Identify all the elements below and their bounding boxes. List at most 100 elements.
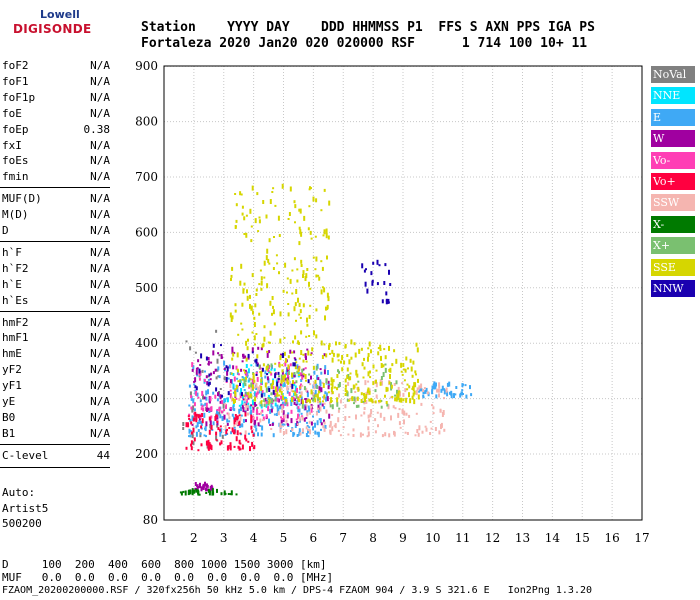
echo-mark-e <box>284 372 287 375</box>
echo-mark-e <box>197 429 200 432</box>
param-name: foF1 <box>2 74 29 88</box>
echo-mark-sse <box>385 386 388 392</box>
echo-mark-sse <box>287 218 290 220</box>
echo-mark-e <box>261 425 264 431</box>
echo-mark-e <box>219 414 222 419</box>
echo-mark-sse <box>405 356 408 361</box>
echo-mark-ssw <box>377 424 379 428</box>
echo-mark-e <box>312 384 315 389</box>
echo-mark-e <box>435 394 438 399</box>
echo-mark-sse <box>240 263 243 269</box>
echo-mark-ssw <box>354 391 357 393</box>
x-tick-label: 15 <box>575 531 590 545</box>
echo-mark-e <box>261 414 264 417</box>
echo-mark-sse <box>374 400 377 404</box>
echo-mark-sse <box>276 391 279 397</box>
echo-mark-sse <box>371 399 374 404</box>
echo-mark-e <box>271 406 274 410</box>
echo-mark-sse <box>299 386 302 389</box>
echo-mark-sse <box>260 276 263 281</box>
echo-mark-sse <box>232 352 235 357</box>
echo-mark-ssw <box>297 423 299 426</box>
echo-mark-vo <box>216 409 219 411</box>
param-name: hmF1 <box>2 331 29 345</box>
echo-mark-sse <box>308 335 311 337</box>
echo-mark-x <box>337 383 340 388</box>
legend-item-x: X- <box>651 215 695 233</box>
echo-mark-e <box>278 405 281 409</box>
echo-mark-w <box>323 353 326 357</box>
echo-mark-vo <box>208 429 211 435</box>
echo-mark-ssw <box>348 416 351 418</box>
echo-mark-vo <box>192 427 195 433</box>
echo-mark-e <box>434 384 437 389</box>
echo-mark-vo <box>210 415 213 419</box>
echo-mark-vo <box>209 409 212 411</box>
echo-mark-w <box>305 398 308 401</box>
echo-mark-vo <box>210 406 213 412</box>
echo-mark-sse <box>245 214 248 217</box>
echo-mark-w <box>209 378 212 381</box>
echo-mark-ssw <box>381 380 383 386</box>
echo-mark-vo <box>203 379 206 382</box>
echo-mark-ssw <box>280 385 283 391</box>
echo-mark-ssw <box>300 391 303 396</box>
echo-mark-ssw <box>302 428 304 433</box>
echo-mark-vo <box>250 414 253 420</box>
echo-mark-e <box>196 392 199 397</box>
x-tick-label: 14 <box>545 531 561 545</box>
echo-mark-sse <box>234 193 237 195</box>
echo-mark-vo <box>194 411 197 417</box>
echo-mark-e <box>298 431 301 436</box>
echo-mark-sse <box>344 393 347 396</box>
echo-mark-e <box>325 396 327 402</box>
echo-mark-nnw <box>376 282 379 286</box>
echo-mark-x <box>271 398 274 404</box>
echo-mark-sse <box>286 277 289 280</box>
echo-mark-x <box>180 491 183 496</box>
echo-mark-sse <box>346 354 349 357</box>
echo-mark-sse <box>386 387 389 392</box>
echo-mark-e <box>312 426 314 431</box>
echo-mark-ssw <box>339 399 342 404</box>
echo-mark-e <box>239 423 241 428</box>
echo-mark-ssw <box>283 414 286 419</box>
echo-mark-vo <box>187 422 190 428</box>
echo-mark-sse <box>272 187 275 190</box>
echo-mark-w <box>264 397 267 402</box>
echo-mark-x <box>353 396 356 402</box>
echo-mark-nnw <box>205 356 208 361</box>
echo-mark-vo <box>256 410 259 415</box>
echo-mark-sse <box>289 278 292 284</box>
echo-mark-nnw <box>221 394 223 398</box>
echo-mark-w <box>266 376 269 381</box>
echo-mark-sse <box>286 291 288 294</box>
echo-mark-sse <box>326 304 329 309</box>
param-separator <box>0 310 110 312</box>
echo-mark-sse <box>379 348 382 351</box>
echo-mark-w <box>191 368 194 372</box>
echo-mark-sse <box>253 316 256 320</box>
echo-mark-e <box>203 412 206 418</box>
echo-mark-nne <box>289 399 292 402</box>
echo-mark-w <box>310 375 312 380</box>
echo-mark-nnw <box>254 359 257 363</box>
param-name: h`F <box>2 245 22 259</box>
echo-mark-vo <box>247 440 250 443</box>
echo-mark-w <box>310 352 313 355</box>
echo-mark-sse <box>287 355 290 359</box>
echo-mark-x <box>362 400 365 403</box>
echo-mark-vo <box>191 362 194 368</box>
echo-mark-nnw <box>241 392 243 397</box>
echo-mark-nnw <box>207 382 210 387</box>
echo-mark-x <box>263 403 266 407</box>
echo-mark-w <box>323 369 326 375</box>
echo-mark-vo <box>289 363 292 367</box>
echo-mark-ssw <box>285 380 287 384</box>
echo-mark-sse <box>322 383 325 388</box>
legend-item-vo: Vo+ <box>651 173 695 190</box>
legend-item-noval: NoVal <box>651 66 695 83</box>
echo-mark-vo <box>200 407 203 411</box>
echo-mark-nne <box>293 383 296 387</box>
echo-mark-w <box>245 419 247 423</box>
